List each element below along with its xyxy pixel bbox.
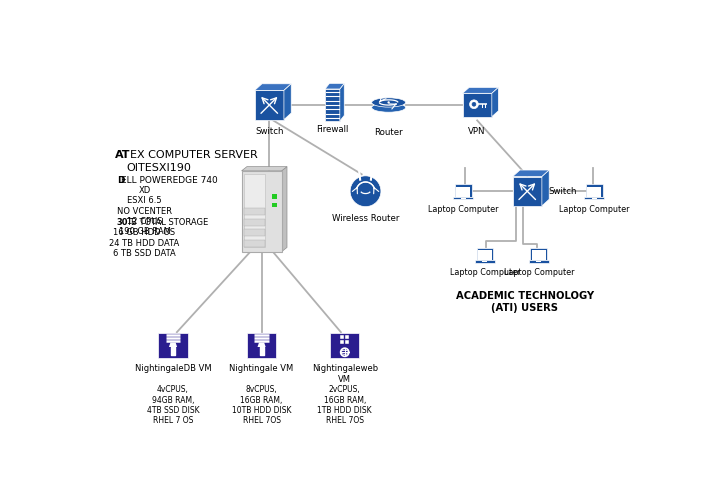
Text: Router: Router xyxy=(375,128,403,137)
Polygon shape xyxy=(340,83,344,121)
Text: Nightingaleweb
VM: Nightingaleweb VM xyxy=(312,365,378,384)
Bar xyxy=(244,219,265,225)
Text: EX COMPUTER SERVER: EX COMPUTER SERVER xyxy=(129,149,257,160)
Polygon shape xyxy=(492,87,498,117)
Text: 30: 30 xyxy=(116,218,127,227)
Text: 16 GB HDD OS
24 TB HDD DATA
6 TB SSD DATA: 16 GB HDD OS 24 TB HDD DATA 6 TB SSD DAT… xyxy=(109,228,180,258)
Polygon shape xyxy=(241,167,287,171)
Text: ELL POWEREDGE 740: ELL POWEREDGE 740 xyxy=(121,176,218,185)
Bar xyxy=(532,250,546,260)
Bar xyxy=(244,229,265,236)
Polygon shape xyxy=(169,343,177,347)
Text: 4vCPUS,
94GB RAM,
4TB SSD DISK
RHEL 7 OS: 4vCPUS, 94GB RAM, 4TB SSD DISK RHEL 7 OS xyxy=(147,385,200,425)
Circle shape xyxy=(388,101,390,104)
Bar xyxy=(584,197,604,199)
Bar xyxy=(592,198,596,199)
Bar xyxy=(587,187,601,196)
Bar xyxy=(273,195,277,199)
Bar xyxy=(475,260,495,263)
Polygon shape xyxy=(284,84,291,120)
Polygon shape xyxy=(463,87,498,93)
Polygon shape xyxy=(513,170,549,176)
Text: VPN: VPN xyxy=(469,126,486,136)
Bar xyxy=(586,184,602,197)
Bar xyxy=(330,333,359,358)
Bar xyxy=(461,198,466,199)
Bar xyxy=(453,197,474,199)
Text: XD
ESXI 6.5
NO VCENTER
12 CPUS
190 GB RAM: XD ESXI 6.5 NO VCENTER 12 CPUS 190 GB RA… xyxy=(117,186,172,237)
Polygon shape xyxy=(325,83,344,89)
Bar xyxy=(531,247,547,260)
Text: Laptop Computer: Laptop Computer xyxy=(450,268,520,277)
Polygon shape xyxy=(254,90,284,120)
Bar xyxy=(455,184,471,197)
Text: Nightingale VM: Nightingale VM xyxy=(229,365,294,373)
Polygon shape xyxy=(325,89,340,121)
Circle shape xyxy=(472,102,476,106)
Bar xyxy=(345,340,349,344)
Text: ACADEMIC TECHNOLOGY
(ATI) USERS: ACADEMIC TECHNOLOGY (ATI) USERS xyxy=(456,292,594,313)
Ellipse shape xyxy=(372,98,406,107)
Text: AT: AT xyxy=(115,149,131,160)
Circle shape xyxy=(350,176,381,207)
Text: NightingaleDB VM: NightingaleDB VM xyxy=(134,365,211,373)
Bar xyxy=(476,247,493,260)
Bar xyxy=(536,261,542,262)
Ellipse shape xyxy=(372,103,406,112)
Bar xyxy=(244,174,265,247)
Bar xyxy=(241,171,281,252)
Text: TB TOTAL STORAGE: TB TOTAL STORAGE xyxy=(126,218,208,227)
Bar xyxy=(478,250,492,260)
Text: Laptop Computer: Laptop Computer xyxy=(428,205,499,214)
Text: D: D xyxy=(117,176,124,185)
Polygon shape xyxy=(513,176,542,206)
Polygon shape xyxy=(257,343,265,347)
Bar xyxy=(247,333,276,358)
Circle shape xyxy=(469,100,479,109)
Bar xyxy=(158,333,188,358)
Bar xyxy=(244,208,265,215)
Text: Laptop Computer: Laptop Computer xyxy=(503,268,574,277)
Polygon shape xyxy=(542,170,549,206)
Text: 2vCPUS,
16GB RAM,
1TB HDD DISK
RHEL 7OS: 2vCPUS, 16GB RAM, 1TB HDD DISK RHEL 7OS xyxy=(317,385,372,425)
Bar xyxy=(340,335,343,339)
Text: Laptop Computer: Laptop Computer xyxy=(559,205,630,214)
Bar xyxy=(345,335,349,339)
Polygon shape xyxy=(281,167,287,252)
Text: Switch: Switch xyxy=(549,187,577,196)
Text: Switch: Switch xyxy=(255,126,283,136)
Polygon shape xyxy=(463,93,492,117)
Bar xyxy=(340,340,343,344)
Text: Wireless Router: Wireless Router xyxy=(332,214,399,223)
Polygon shape xyxy=(254,84,291,90)
Text: Firewall: Firewall xyxy=(316,125,348,134)
Bar xyxy=(244,240,265,247)
Bar xyxy=(529,260,549,263)
Bar xyxy=(482,261,487,262)
Bar xyxy=(273,203,277,207)
Bar xyxy=(456,187,470,196)
Text: OITESXI190: OITESXI190 xyxy=(127,163,192,173)
Text: 8vCPUS,
16GB RAM,
10TB HDD DISK
RHEL 7OS: 8vCPUS, 16GB RAM, 10TB HDD DISK RHEL 7OS xyxy=(232,385,291,425)
